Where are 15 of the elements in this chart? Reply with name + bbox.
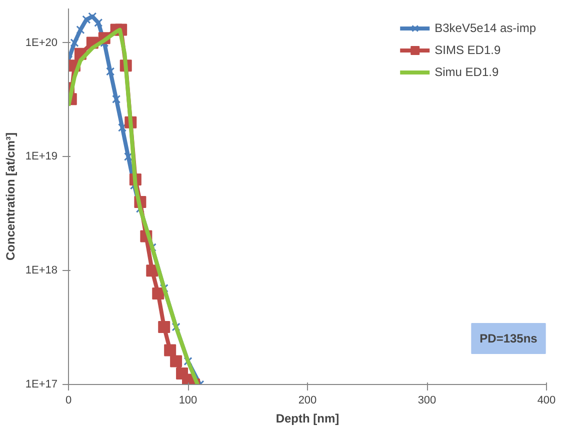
legend-label: Simu ED1.9 (434, 65, 499, 79)
y-tick-label: 1E+19 (25, 150, 58, 163)
y-tick-label: 1E+18 (25, 264, 58, 277)
legend-label: B3keV5e14 as-imp (434, 21, 536, 35)
x-tick-label: 200 (298, 394, 317, 406)
x-axis-title: Depth [nm] (276, 412, 340, 426)
y-tick-label: 1E+17 (25, 378, 58, 390)
x-tick-label: 100 (178, 394, 198, 406)
x-tick-label: 300 (418, 394, 436, 406)
y-tick-label: 1E+20 (25, 36, 58, 49)
y-axis-title: Concentration [at/cm³] (3, 132, 18, 260)
x-tick-label: 400 (537, 394, 556, 406)
legend-label: SIMS ED1.9 (434, 43, 501, 57)
x-tick-label: 0 (65, 394, 72, 406)
annotation: PD=135ns (480, 332, 538, 346)
